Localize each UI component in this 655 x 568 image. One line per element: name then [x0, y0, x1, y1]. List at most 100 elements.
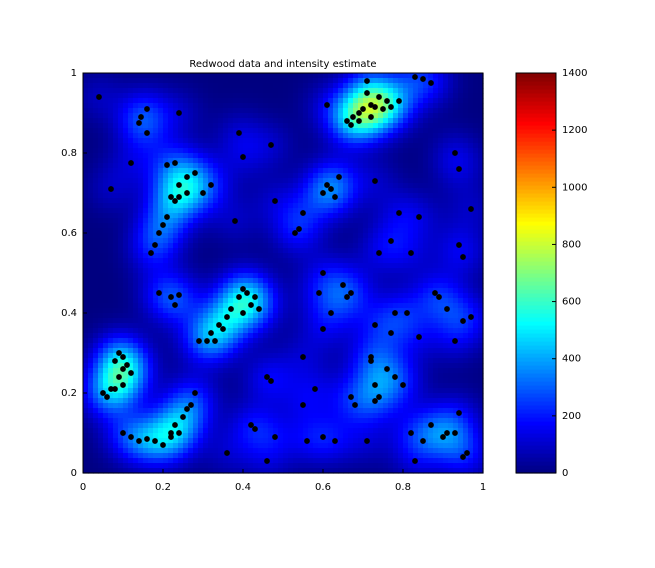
intensity-cell: [308, 468, 314, 474]
intensity-cell: [318, 443, 324, 449]
intensity-cell: [218, 278, 224, 284]
intensity-cell: [178, 168, 184, 174]
intensity-cell: [293, 273, 299, 279]
intensity-cell: [323, 238, 329, 244]
intensity-cell: [108, 183, 114, 189]
intensity-cell: [393, 153, 399, 159]
intensity-cell: [208, 418, 214, 424]
intensity-cell: [118, 463, 124, 469]
intensity-cell: [148, 328, 154, 334]
intensity-cell: [88, 278, 94, 284]
intensity-cell: [128, 143, 134, 149]
intensity-cell: [368, 153, 374, 159]
intensity-cell: [283, 298, 289, 304]
intensity-cell: [128, 463, 134, 469]
intensity-cell: [128, 438, 134, 444]
intensity-cell: [378, 318, 384, 324]
intensity-cell: [108, 358, 114, 364]
intensity-cell: [308, 208, 314, 214]
intensity-cell: [198, 293, 204, 299]
intensity-cell: [278, 83, 284, 89]
intensity-cell: [363, 173, 369, 179]
intensity-cell: [148, 338, 154, 344]
intensity-cell: [193, 93, 199, 99]
intensity-cell: [258, 303, 264, 309]
intensity-cell: [328, 343, 334, 349]
intensity-cell: [88, 163, 94, 169]
intensity-cell: [243, 303, 249, 309]
intensity-cell: [258, 148, 264, 154]
intensity-cell: [143, 218, 149, 224]
intensity-cell: [98, 183, 104, 189]
intensity-cell: [133, 253, 139, 259]
intensity-cell: [103, 153, 109, 159]
intensity-cell: [188, 373, 194, 379]
intensity-cell: [293, 143, 299, 149]
intensity-cell: [83, 73, 89, 79]
intensity-cell: [98, 378, 104, 384]
intensity-cell: [348, 458, 354, 464]
intensity-cell: [313, 278, 319, 284]
intensity-cell: [123, 103, 129, 109]
intensity-cell: [288, 303, 294, 309]
intensity-cell: [218, 273, 224, 279]
intensity-cell: [188, 323, 194, 329]
intensity-cell: [153, 203, 159, 209]
intensity-cell: [348, 343, 354, 349]
intensity-cell: [148, 258, 154, 264]
intensity-cell: [213, 318, 219, 324]
intensity-cell: [343, 273, 349, 279]
intensity-cell: [373, 193, 379, 199]
intensity-cell: [363, 283, 369, 289]
intensity-cell: [253, 448, 259, 454]
intensity-cell: [373, 453, 379, 459]
intensity-cell: [243, 223, 249, 229]
intensity-cell: [248, 383, 254, 389]
intensity-cell: [363, 108, 369, 114]
intensity-cell: [263, 128, 269, 134]
intensity-cell: [83, 463, 89, 469]
intensity-cell: [148, 133, 154, 139]
intensity-cell: [213, 78, 219, 84]
intensity-cell: [238, 413, 244, 419]
intensity-cell: [218, 433, 224, 439]
intensity-cell: [113, 158, 119, 164]
intensity-cell: [128, 208, 134, 214]
intensity-cell: [383, 363, 389, 369]
intensity-cell: [323, 468, 329, 474]
intensity-cell: [153, 163, 159, 169]
intensity-cell: [148, 358, 154, 364]
intensity-cell: [88, 268, 94, 274]
intensity-cell: [368, 168, 374, 174]
intensity-cell: [273, 263, 279, 269]
intensity-cell: [163, 358, 169, 364]
intensity-cell: [218, 383, 224, 389]
intensity-cell: [333, 348, 339, 354]
intensity-cell: [253, 308, 259, 314]
intensity-cell: [333, 313, 339, 319]
intensity-cell: [253, 123, 259, 129]
intensity-cell: [343, 263, 349, 269]
intensity-cell: [83, 283, 89, 289]
intensity-cell: [168, 348, 174, 354]
intensity-cell: [183, 213, 189, 219]
intensity-cell: [318, 273, 324, 279]
intensity-cell: [313, 248, 319, 254]
intensity-cell: [308, 323, 314, 329]
intensity-cell: [353, 198, 359, 204]
intensity-cell: [198, 158, 204, 164]
intensity-cell: [323, 373, 329, 379]
intensity-cell: [343, 468, 349, 474]
intensity-cell: [368, 253, 374, 259]
intensity-cell: [278, 293, 284, 299]
intensity-cell: [218, 148, 224, 154]
intensity-cell: [143, 373, 149, 379]
intensity-cell: [273, 373, 279, 379]
intensity-cell: [233, 73, 239, 79]
intensity-cell: [178, 458, 184, 464]
intensity-cell: [278, 128, 284, 134]
intensity-cell: [153, 173, 159, 179]
intensity-cell: [323, 293, 329, 299]
intensity-cell: [153, 293, 159, 299]
intensity-cell: [198, 308, 204, 314]
